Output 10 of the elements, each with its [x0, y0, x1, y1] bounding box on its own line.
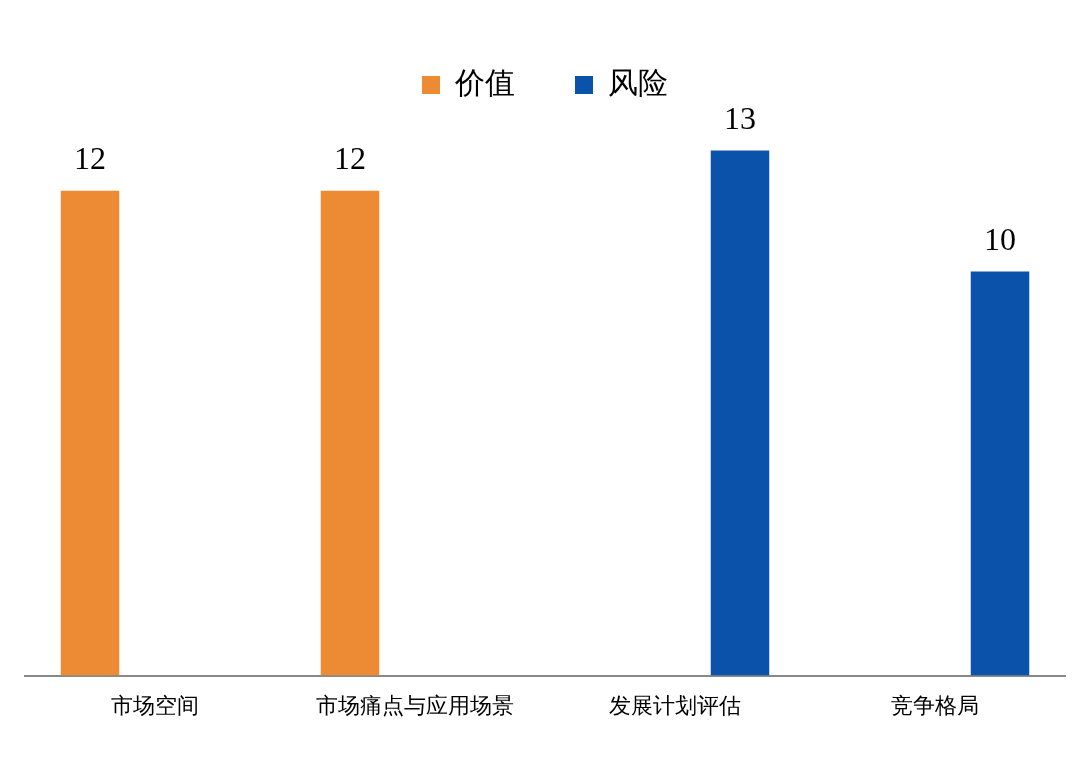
- data-label: 12: [74, 140, 106, 177]
- x-tick-label: 竞争格局: [891, 692, 979, 718]
- data-label: 10: [984, 221, 1016, 258]
- data-label: 12: [334, 140, 366, 177]
- legend-label: 价值: [454, 64, 515, 100]
- x-tick-label: 市场痛点与应用场景: [316, 692, 514, 718]
- data-label: 13: [724, 99, 756, 136]
- legend-label: 风险: [608, 64, 668, 100]
- x-tick-label: 发展计划评估: [609, 692, 741, 718]
- x-tick-label: 市场空间: [111, 692, 199, 718]
